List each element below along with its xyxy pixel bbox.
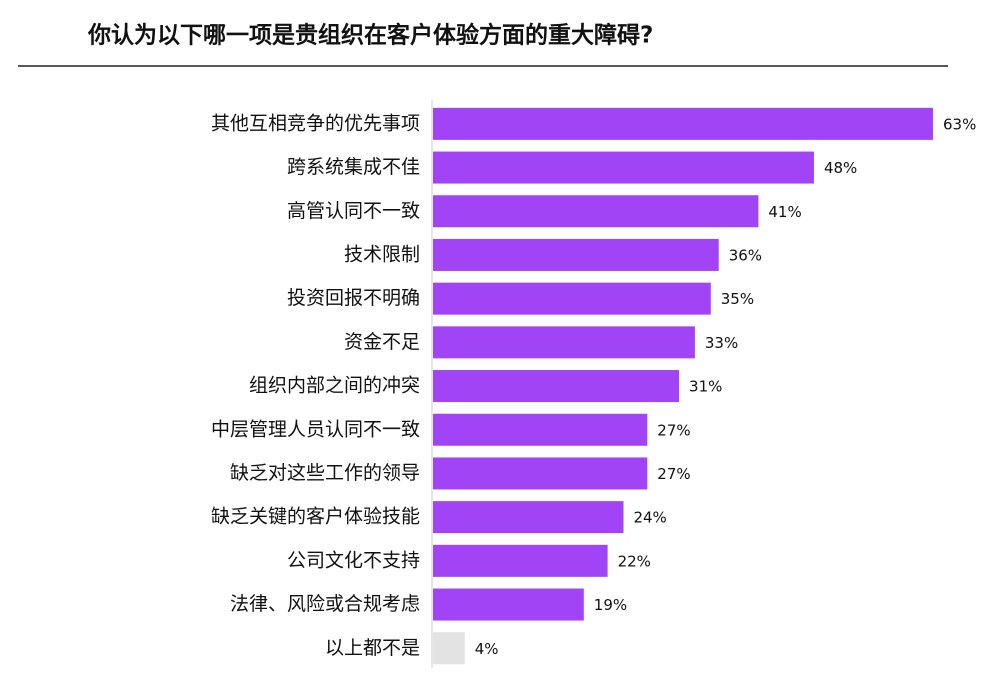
value-label: 33% [705, 334, 738, 352]
value-label: 41% [768, 203, 801, 221]
category-label: 其他互相竞争的优先事项 [211, 112, 420, 134]
value-label: 36% [729, 246, 762, 264]
value-label: 4% [475, 640, 499, 658]
value-label: 27% [657, 421, 690, 439]
category-label: 法律、风险或合规考虑 [230, 593, 420, 615]
chart-title: 你认为以下哪一项是贵组织在客户体验方面的重大障碍? [87, 22, 653, 49]
bar [433, 282, 711, 315]
category-label: 组织内部之间的冲突 [249, 375, 420, 397]
bar [433, 544, 608, 577]
category-label: 技术限制 [344, 243, 420, 265]
value-label: 31% [689, 378, 722, 396]
bar [433, 326, 695, 359]
value-label: 63% [943, 115, 976, 133]
bar [433, 151, 814, 184]
category-label: 缺乏对这些工作的领导 [230, 462, 420, 484]
bar [433, 632, 465, 665]
category-label: 跨系统集成不佳 [287, 156, 420, 178]
value-label: 35% [721, 290, 754, 308]
category-label: 中层管理人员认同不一致 [211, 418, 420, 440]
bar [433, 588, 584, 621]
category-label: 公司文化不支持 [287, 549, 420, 571]
category-label: 高管认同不一致 [287, 200, 420, 222]
bar [433, 370, 680, 403]
value-label: 19% [594, 596, 627, 614]
bar [433, 195, 759, 228]
category-label: 资金不足 [344, 331, 420, 353]
bar [433, 501, 624, 534]
bar [433, 107, 933, 140]
value-label: 22% [618, 552, 651, 570]
bar [433, 413, 648, 446]
value-label: 27% [657, 465, 690, 483]
bar [433, 238, 719, 271]
category-label: 投资回报不明确 [287, 287, 420, 309]
value-label: 48% [824, 159, 857, 177]
category-label: 缺乏关键的客户体验技能 [211, 506, 420, 528]
value-label: 24% [633, 509, 666, 527]
bar [433, 457, 648, 490]
category-label: 以上都不是 [325, 637, 420, 659]
